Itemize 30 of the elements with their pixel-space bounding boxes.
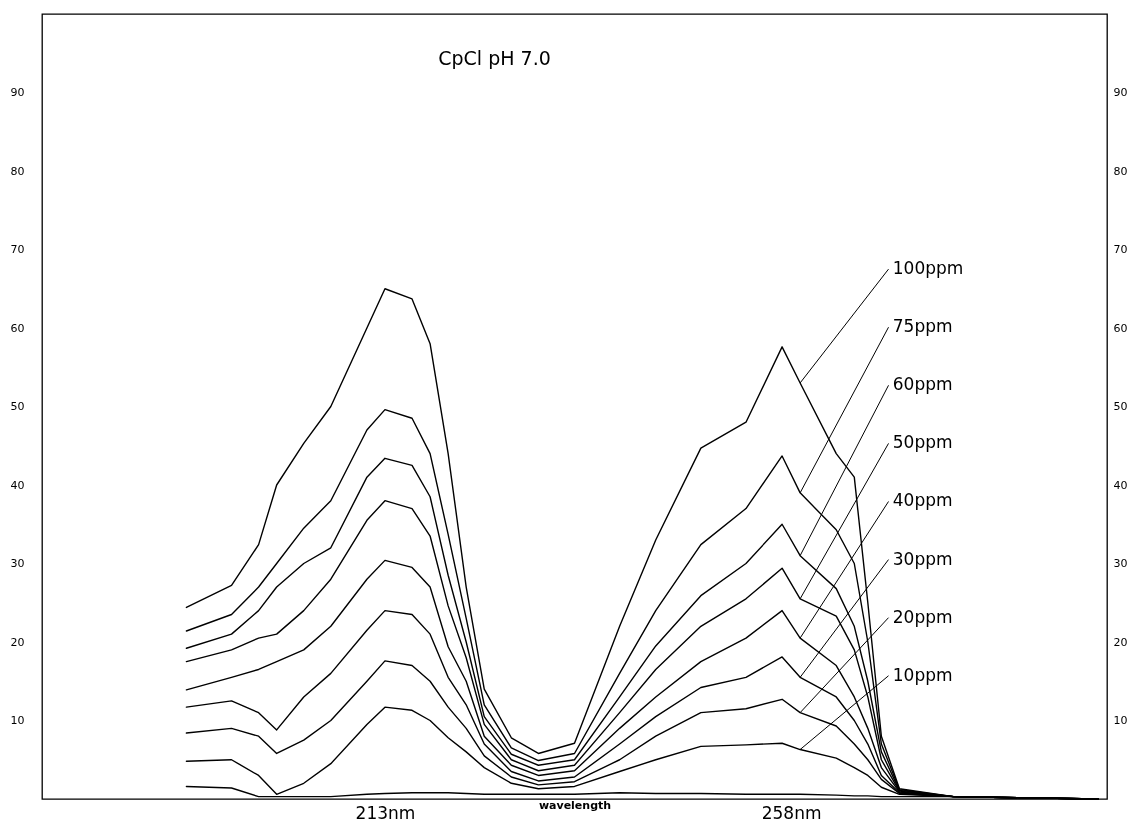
y-tick-label: 90 [10, 86, 25, 99]
text: 10ppm [892, 664, 953, 685]
y-tick-label: 50 [10, 400, 25, 413]
y2-tick-label: 90 [1113, 86, 1128, 99]
y2-tick-label: 40 [1113, 478, 1128, 492]
text: CpCl pH 7.0 [438, 47, 551, 69]
y2-tick-label: 10 [1113, 714, 1128, 727]
y2-tick-label: 60 [1113, 321, 1128, 335]
x-axis-title: wavelength [538, 798, 612, 812]
y-tick-label: 80 [10, 164, 25, 178]
x-tick-label: 258nm [761, 802, 822, 823]
y-tick-label: 30 [10, 557, 25, 570]
y2-tick-label: 80 [1113, 164, 1128, 178]
text: 50ppm [892, 432, 953, 453]
text: 100ppm [892, 258, 964, 279]
text: 20ppm [892, 606, 953, 627]
y2-tick-label: 30 [1113, 557, 1128, 570]
y2-tick-label: 50 [1113, 400, 1128, 413]
text: 30ppm [892, 548, 953, 569]
x-tick-label: 213nm [355, 802, 416, 823]
y-tick-label: 10 [10, 714, 25, 727]
y2-tick-label: 70 [1113, 243, 1128, 256]
y-tick-label: 20 [10, 635, 25, 649]
text: 75ppm [892, 316, 953, 337]
text: 60ppm [892, 374, 953, 395]
text: 40ppm [892, 490, 953, 511]
y-tick-label: 60 [10, 321, 25, 335]
y-tick-label: 40 [10, 478, 25, 492]
y2-tick-label: 20 [1113, 635, 1128, 649]
y-tick-label: 70 [10, 243, 25, 256]
